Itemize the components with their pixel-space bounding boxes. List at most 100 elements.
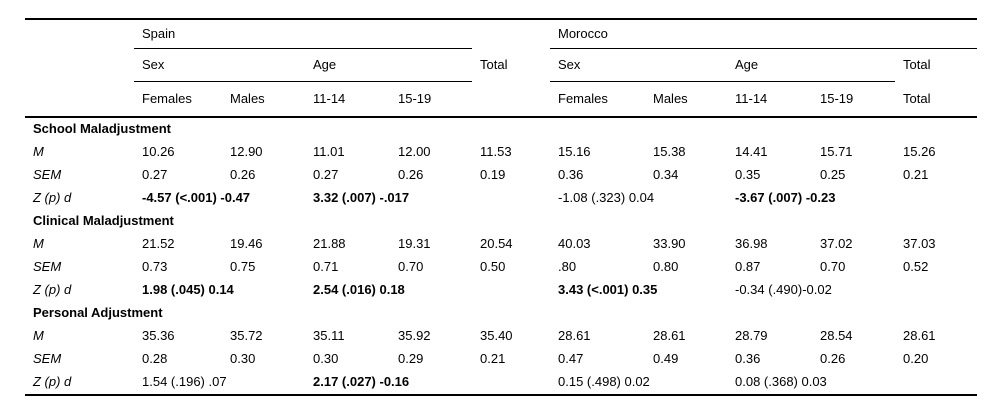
z-stat-cell-sex-spain: 1.54 (.196) .07	[134, 371, 305, 396]
value-cell: 14.41	[735, 144, 768, 160]
empty-cell	[895, 371, 978, 396]
col-header-15-19-morocco: 15-19	[812, 81, 895, 118]
table-row-sem: SEM 0.27 0.26 0.27 0.26 0.19 0.36 0.34 0…	[25, 164, 977, 187]
table-row-m: M 10.26 12.90 11.01 12.00 11.53 15.16 15…	[25, 141, 977, 164]
col-header-males-morocco: Males	[645, 81, 727, 118]
table-row-m: M 35.36 35.72 35.11 35.92 35.40 28.61 28…	[25, 325, 977, 348]
col-header-11-14-morocco: 11-14	[727, 81, 812, 118]
table-row-sem: SEM 0.28 0.30 0.30 0.29 0.21 0.47 0.49 0…	[25, 348, 977, 371]
value-cell: 0.26	[230, 167, 256, 183]
section-title-clinical-maladjustment: Clinical Maladjustment	[33, 213, 174, 229]
group-header-spain: Spain	[134, 18, 472, 49]
value-cell: 0.21	[480, 351, 506, 367]
row-label-m: M	[33, 328, 44, 344]
value-cell: 35.36	[142, 328, 175, 344]
col-header-total-sub-morocco: Total	[895, 81, 978, 118]
z-stat-cell-sex-morocco: 0.15 (.498) 0.02	[550, 371, 727, 396]
group-header-morocco: Morocco	[550, 18, 978, 49]
value-cell: 0.34	[653, 167, 679, 183]
col-header-total-morocco: Total	[903, 57, 931, 73]
value-cell: 0.30	[313, 351, 339, 367]
value-cell: 11.01	[313, 144, 345, 160]
value-cell: 0.49	[653, 351, 679, 367]
value-cell: 0.70	[820, 259, 846, 275]
value-cell: 12.90	[230, 144, 263, 160]
value-cell: 40.03	[558, 236, 591, 252]
empty-cell	[472, 371, 550, 396]
value-cell: 12.00	[398, 144, 431, 160]
section-row: Personal Adjustment	[25, 302, 977, 325]
table-row-z: Z (p) d -4.57 (<.001) -0.47 3.32 (.007) …	[25, 187, 977, 210]
section-row: School Maladjustment	[25, 117, 977, 141]
value-cell: 35.11	[313, 328, 345, 344]
value-cell: 20.54	[480, 236, 513, 252]
row-label-z: Z (p) d	[25, 371, 134, 396]
col-header-age-morocco: Age	[727, 48, 895, 82]
col-header-total-spain: Total	[480, 56, 508, 72]
value-cell: 10.26	[142, 144, 175, 160]
value-cell: 35.40	[480, 328, 513, 344]
row-label-m: M	[33, 236, 44, 252]
value-cell: 0.26	[398, 167, 424, 183]
value-cell: 19.46	[230, 236, 263, 252]
value-cell: 15.71	[820, 144, 853, 160]
section-title-personal-adjustment: Personal Adjustment	[33, 305, 163, 321]
value-cell: 0.80	[653, 259, 679, 275]
z-stat-cell-age-spain: 3.32 (.007) -.017	[313, 190, 410, 206]
value-cell: 21.88	[313, 236, 346, 252]
value-cell: 33.90	[653, 236, 686, 252]
factor-header-row: Sex Age Total Sex Age Total	[25, 48, 977, 82]
value-cell: 15.38	[653, 144, 686, 160]
value-cell: 0.27	[313, 167, 339, 183]
value-cell: 0.26	[820, 351, 846, 367]
value-cell: 28.79	[735, 328, 768, 344]
value-cell: 0.27	[142, 167, 168, 183]
value-cell: 37.02	[820, 236, 853, 252]
empty-cell	[25, 81, 134, 118]
col-header-females-morocco: Females	[550, 81, 645, 118]
col-header-age-spain: Age	[305, 48, 472, 82]
value-cell: 35.72	[230, 328, 263, 344]
table-row-m: M 21.52 19.46 21.88 19.31 20.54 40.03 33…	[25, 233, 977, 256]
value-cell: 35.92	[398, 328, 431, 344]
spacer-cell	[472, 18, 550, 49]
value-cell: 0.36	[735, 351, 761, 367]
z-stat-cell-sex-spain: -4.57 (<.001) -0.47	[142, 190, 251, 206]
row-label-m: M	[33, 144, 44, 160]
value-cell: 28.61	[653, 328, 686, 344]
z-stat-cell-age-morocco: -3.67 (.007) -0.23	[735, 190, 836, 206]
subgroup-header-row: Females Males 11-14 15-19 Females Males …	[25, 81, 978, 118]
value-cell: 0.35	[735, 167, 761, 183]
value-cell: 0.71	[313, 259, 339, 275]
corner-cell	[25, 18, 134, 49]
value-cell: 0.87	[735, 259, 761, 275]
value-cell: 0.28	[142, 351, 168, 367]
empty-cell	[895, 279, 977, 302]
value-cell: 0.20	[903, 351, 929, 367]
value-cell: 0.25	[820, 167, 846, 183]
section-title-school-maladjustment: School Maladjustment	[33, 121, 171, 137]
z-stat-cell-age-morocco: 0.08 (.368) 0.03	[727, 371, 895, 396]
z-stat-cell-sex-morocco: -1.08 (.323) 0.04	[558, 190, 655, 206]
value-cell: 28.61	[903, 328, 936, 344]
row-label-sem: SEM	[33, 259, 62, 275]
value-cell: 0.70	[398, 259, 424, 275]
value-cell: 0.50	[480, 259, 506, 275]
section-row: Clinical Maladjustment	[25, 210, 977, 233]
value-cell: 19.31	[398, 236, 431, 252]
value-cell: 0.73	[142, 259, 168, 275]
col-header-11-14-spain: 11-14	[305, 81, 390, 118]
value-cell: .80	[558, 259, 577, 275]
value-cell: 0.29	[398, 351, 424, 367]
table-row-z: Z (p) d 1.98 (.045) 0.14 2.54 (.016) 0.1…	[25, 279, 977, 302]
paper-table-figure: Spain Morocco Sex Age Total Sex Age Tota…	[25, 18, 978, 396]
table-row-sem: SEM 0.73 0.75 0.71 0.70 0.50 .80 0.80 0.…	[25, 256, 977, 279]
col-header-sex-spain: Sex	[134, 48, 305, 82]
value-cell: 37.03	[903, 236, 936, 252]
value-cell: 36.98	[735, 236, 768, 252]
value-cell: 28.54	[820, 328, 853, 344]
row-label-sem: SEM	[33, 167, 62, 183]
country-header-row: Spain Morocco	[25, 18, 978, 49]
value-cell: 11.53	[480, 144, 512, 160]
empty-cell	[895, 187, 977, 210]
